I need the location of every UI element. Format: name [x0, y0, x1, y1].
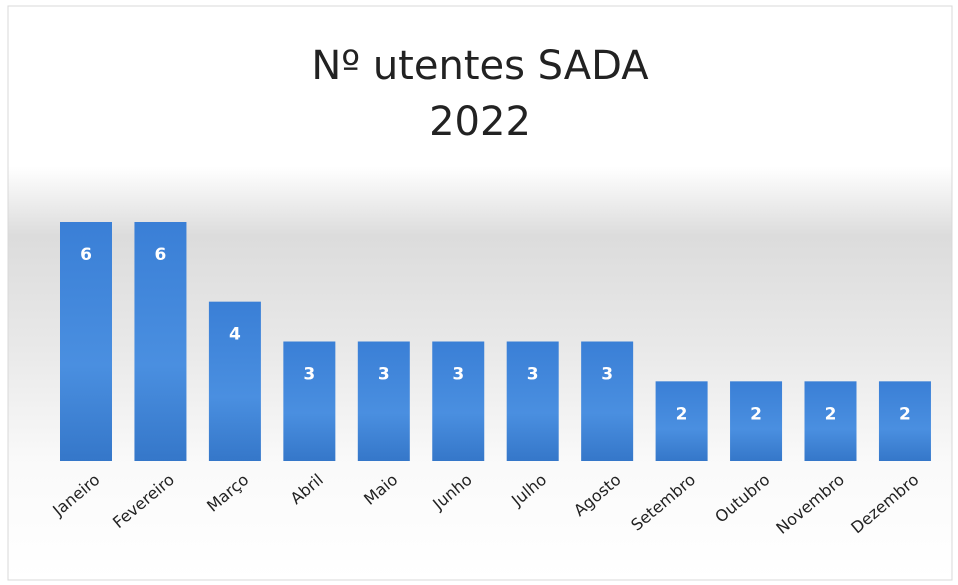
bar [878, 381, 931, 461]
data-label: 6 [155, 245, 167, 265]
data-label: 6 [80, 245, 92, 265]
data-label: 3 [601, 365, 613, 385]
bar [208, 301, 261, 461]
bar [357, 341, 410, 461]
bar [730, 381, 783, 461]
bar [60, 222, 112, 461]
bar [581, 341, 634, 461]
data-label: 4 [229, 325, 241, 345]
chart-subtitle: 2022 [429, 99, 531, 145]
bar [432, 341, 485, 461]
data-label: 3 [303, 365, 315, 385]
data-label: 2 [676, 404, 688, 424]
bar [134, 222, 187, 461]
data-label: 2 [825, 404, 837, 424]
bar [655, 381, 708, 461]
data-label: 2 [750, 404, 762, 424]
bar [506, 341, 559, 461]
data-label: 2 [899, 404, 911, 424]
bar [283, 341, 336, 461]
data-label: 3 [452, 365, 464, 385]
chart-title: Nº utentes SADA [311, 43, 649, 89]
data-label: 3 [378, 365, 390, 385]
bar [804, 381, 857, 461]
data-label: 3 [527, 365, 539, 385]
